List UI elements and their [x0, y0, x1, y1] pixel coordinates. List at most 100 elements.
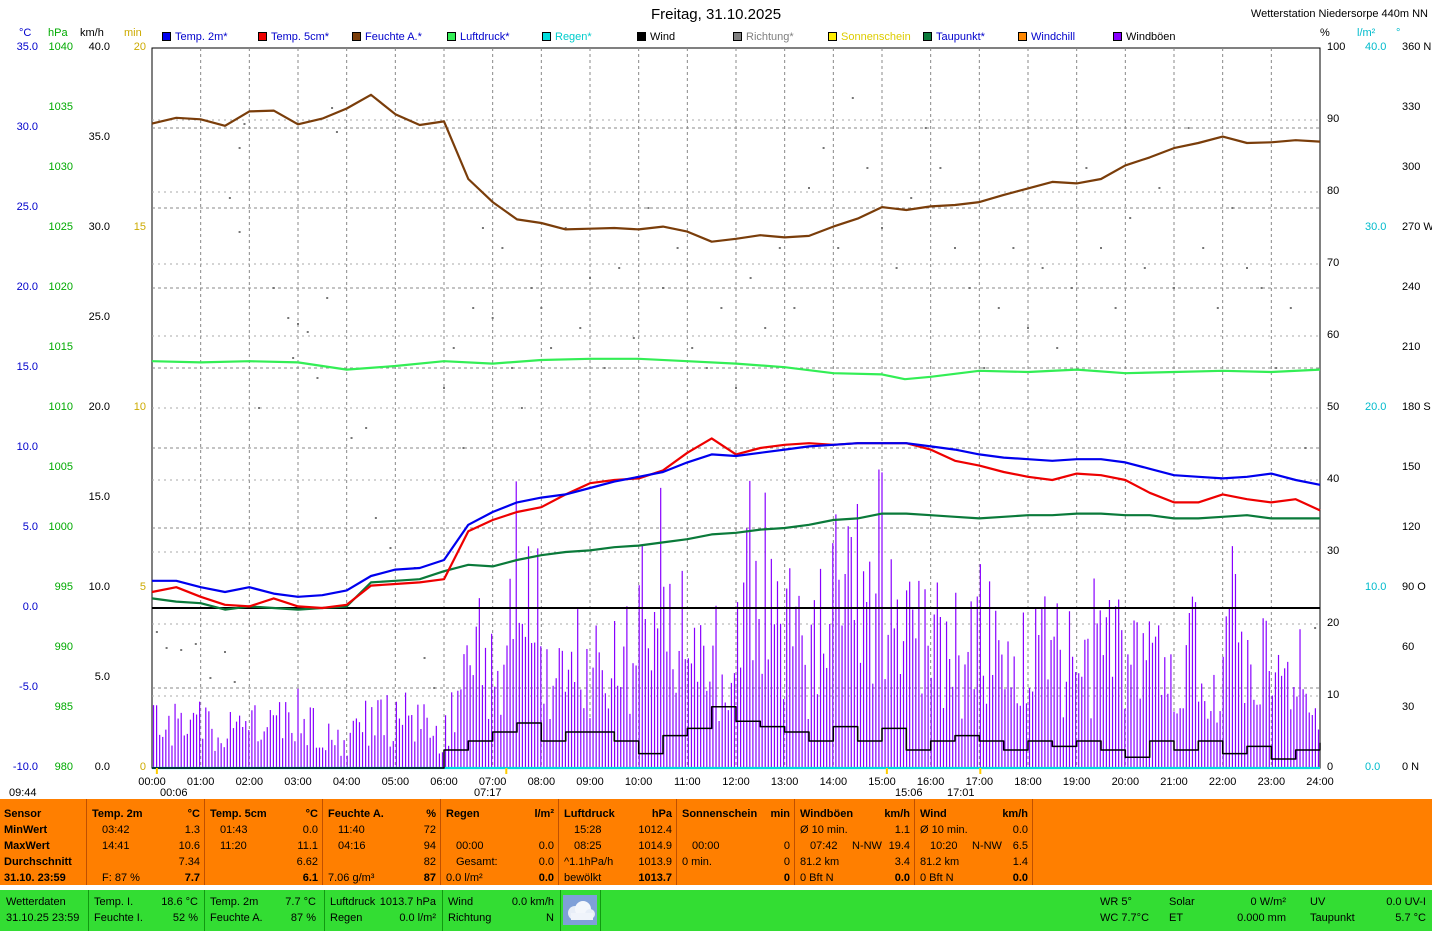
- direction-point: [676, 247, 679, 249]
- time-tick: 18:00: [1014, 776, 1042, 788]
- time-tick: 13:00: [770, 776, 799, 788]
- dewpoint-value: 5.7 °C: [1395, 912, 1426, 924]
- legend-label: Sonnenschein: [841, 31, 911, 43]
- stats-value: min: [770, 808, 790, 820]
- stats-row: 11:40 72: [328, 823, 436, 837]
- direction-point: [1143, 267, 1146, 269]
- direction-point: [258, 407, 261, 409]
- time-tick: 05:00: [381, 776, 410, 788]
- pressure-tick: 990: [54, 641, 73, 653]
- stats-label: Temp. 2m: [92, 808, 143, 820]
- cloudy-icon: [563, 895, 597, 925]
- stats-row: 11:20 11.1: [210, 839, 318, 853]
- direction-point: [1304, 447, 1307, 449]
- stats-row: 15:28 1012.4: [564, 823, 672, 837]
- stats-value: 6.5: [1012, 840, 1028, 852]
- stats-label: 04:16: [338, 840, 366, 852]
- stats-row: Feuchte A.%: [328, 807, 436, 821]
- sun-marker: [505, 768, 508, 774]
- direction-point: [924, 127, 927, 129]
- direction-point: [735, 387, 737, 389]
- direction-point: [331, 107, 334, 109]
- stats-label: 31.10. 23:59: [4, 872, 66, 884]
- humidity-tick: 80: [1327, 185, 1340, 197]
- direction-point: [720, 307, 723, 309]
- direction-point: [501, 247, 504, 249]
- direction-point: [793, 307, 796, 309]
- direction-tick: 330: [1402, 101, 1421, 113]
- direction-point: [968, 287, 971, 289]
- stats-label: Windböen: [800, 808, 854, 820]
- direction-point: [691, 347, 694, 349]
- sun-tick: 10: [133, 401, 146, 413]
- direction-point: [292, 357, 295, 359]
- stats-row: 6.62: [210, 855, 318, 869]
- direction-point: [443, 387, 445, 389]
- direction-point: [243, 123, 246, 125]
- sun-tick: 20: [133, 41, 146, 53]
- legend-label: Windchill: [1031, 31, 1076, 43]
- stats-row: 6.1: [210, 871, 318, 885]
- legend-swatch: [162, 32, 171, 41]
- direction-tick: 150: [1402, 461, 1421, 473]
- stats-label: Sensor: [4, 808, 42, 820]
- temp-2m-label: Temp. 2m: [210, 896, 259, 908]
- stats-value: 6.1: [302, 872, 318, 884]
- direction-point: [233, 681, 236, 683]
- direction-point: [1041, 267, 1044, 269]
- direction-point: [316, 377, 319, 379]
- wind-tick: 25.0: [88, 311, 110, 323]
- humidity-tick: 60: [1327, 329, 1340, 341]
- time-tick: 00:00: [138, 776, 166, 788]
- direction-point: [462, 447, 465, 449]
- pressure-tick: 1035: [48, 101, 73, 113]
- stats-value: km/h: [884, 808, 910, 820]
- daylength-label: 09:44: [9, 787, 37, 799]
- unit-direction: °: [1396, 27, 1401, 39]
- direction-point: [632, 337, 635, 339]
- stats-row: 0 Bft N 0.0: [800, 871, 910, 885]
- dewpoint-label: Taupunkt: [1310, 912, 1355, 924]
- pressure-tick: 980: [54, 761, 73, 773]
- legend-item: Sonnenschein: [828, 31, 911, 43]
- stats-row: 14:41 10.6: [92, 839, 200, 853]
- direction-tick: 240: [1402, 281, 1421, 293]
- direction-point: [374, 517, 377, 519]
- stats-row: MinWert: [4, 823, 82, 837]
- direction-point: [511, 367, 514, 369]
- wind-tick: 5.0: [94, 671, 110, 683]
- stats-row: Regen l/m²: [446, 807, 554, 821]
- direction-point: [866, 167, 869, 169]
- humidity-indoor-value: 52 %: [172, 912, 198, 924]
- stats-label: 0.0 l/m²: [446, 872, 483, 884]
- stats-value: 0.0: [538, 872, 554, 884]
- time-tick: 04:00: [332, 776, 361, 788]
- stats-label: Ø 10 min.: [800, 824, 848, 836]
- direction-point: [423, 657, 426, 659]
- stats-value: 1.4: [1012, 856, 1028, 868]
- direction-point: [224, 651, 226, 653]
- rain-tick: 20.0: [1365, 401, 1387, 413]
- stats-label: bewölkt: [564, 872, 602, 884]
- stats-label: 00:00: [692, 840, 720, 852]
- stats-label: Wind: [920, 808, 947, 820]
- direction-tick: 0 N: [1402, 761, 1420, 773]
- stats-row: 01:43 0.0: [210, 823, 318, 837]
- stats-row: Windböen km/h: [800, 807, 910, 821]
- direction-point: [778, 247, 781, 249]
- stats-row: Temp. 2m °C: [92, 807, 200, 821]
- direction-point: [749, 277, 752, 279]
- direction-point: [530, 287, 533, 289]
- direction-point: [287, 317, 290, 319]
- station-name: Wetterstation Niedersorpe 440m NN: [1250, 8, 1428, 20]
- stats-label: 0 min.: [682, 856, 712, 868]
- pressure-value: 1013.7 hPa: [379, 896, 436, 908]
- stats-label: MinWert: [4, 824, 48, 836]
- temp-tick: 30.0: [16, 121, 38, 133]
- stats-label: Gesamt:: [456, 856, 498, 868]
- legend-swatch: [352, 32, 361, 41]
- direction-point: [603, 367, 606, 369]
- stats-value: 1012.4: [638, 824, 672, 836]
- temp-tick: 25.0: [16, 201, 38, 213]
- unit-temp: °C: [19, 27, 32, 39]
